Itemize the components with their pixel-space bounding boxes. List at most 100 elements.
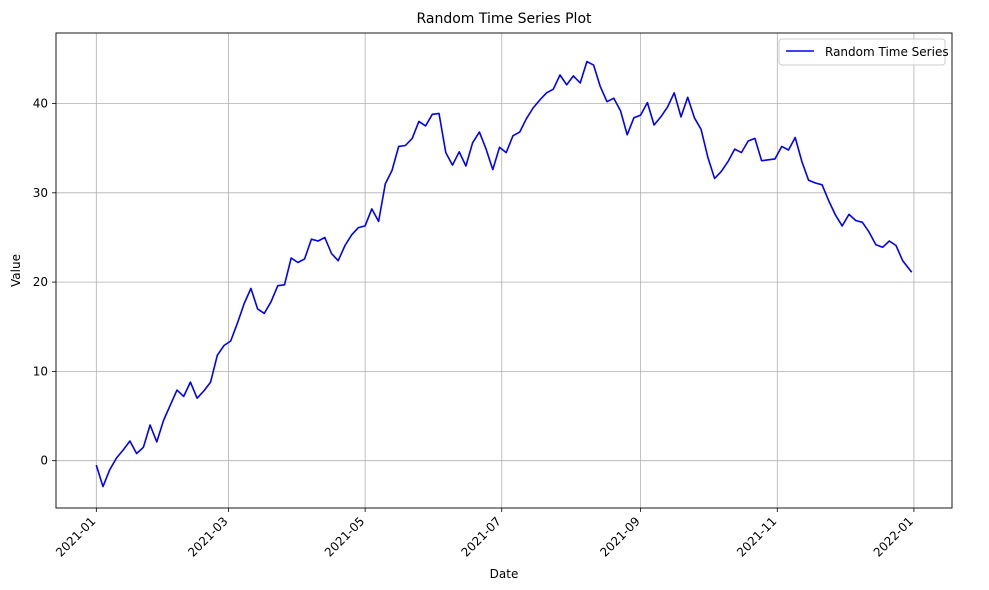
data-point <box>519 131 521 133</box>
data-point <box>660 116 662 118</box>
data-point <box>264 313 266 315</box>
data-point <box>694 117 696 119</box>
data-point <box>593 64 595 66</box>
data-point <box>364 225 366 227</box>
data-point <box>774 158 776 160</box>
data-point <box>875 244 877 246</box>
data-point <box>633 117 635 119</box>
y-tick-label: 10 <box>33 364 48 378</box>
data-point <box>895 245 897 247</box>
y-tick-label: 40 <box>33 97 48 111</box>
data-point <box>149 424 151 426</box>
data-point <box>156 441 158 443</box>
data-point <box>902 260 904 262</box>
data-point <box>821 184 823 186</box>
legend-box <box>778 38 946 66</box>
data-point <box>526 118 528 120</box>
data-point <box>136 453 138 455</box>
data-point <box>539 99 541 101</box>
data-point <box>277 285 279 287</box>
data-point <box>223 345 225 347</box>
plot-frame <box>55 32 953 509</box>
data-point <box>835 214 837 216</box>
data-point <box>714 178 716 180</box>
y-tick-label: 20 <box>33 275 48 289</box>
data-point <box>781 146 783 148</box>
data-point <box>290 257 292 259</box>
data-point <box>331 253 333 255</box>
y-axis: 0 10 20 30 40 <box>33 97 56 468</box>
data-point <box>230 340 232 342</box>
y-axis-label: Value <box>9 254 23 287</box>
data-point <box>566 84 568 86</box>
data-point <box>911 272 913 274</box>
data-point <box>143 447 145 449</box>
data-point <box>512 135 514 137</box>
data-point <box>734 148 736 150</box>
data-point <box>176 389 178 391</box>
data-point <box>129 440 131 442</box>
data-point <box>297 262 299 264</box>
data-point <box>586 61 588 63</box>
data-point <box>217 355 219 357</box>
legend-entry-label: Random Time Series <box>825 45 949 59</box>
data-point <box>371 208 373 210</box>
data-point <box>808 180 810 182</box>
data-point <box>472 142 474 144</box>
data-point <box>203 390 205 392</box>
data-point <box>673 92 675 94</box>
data-point <box>458 151 460 153</box>
data-point <box>485 148 487 150</box>
data-point <box>425 125 427 127</box>
data-point <box>317 240 319 242</box>
data-point <box>841 225 843 227</box>
data-point <box>196 397 198 399</box>
data-point <box>754 138 756 140</box>
data-point <box>882 247 884 249</box>
data-point <box>243 303 245 305</box>
data-point <box>452 164 454 166</box>
y-tick-label: 0 <box>40 454 48 468</box>
data-point <box>579 82 581 84</box>
data-point <box>391 170 393 172</box>
data-point <box>855 220 857 222</box>
data-point <box>626 134 628 136</box>
data-point <box>640 114 642 116</box>
data-point <box>479 131 481 133</box>
data-point <box>721 171 723 173</box>
data-point <box>311 238 313 240</box>
data-point <box>102 486 104 488</box>
data-point <box>96 464 98 466</box>
data-point <box>687 97 689 99</box>
data-point <box>794 137 796 139</box>
data-point <box>727 161 729 163</box>
data-point <box>747 140 749 142</box>
data-point <box>499 147 501 149</box>
data-point <box>553 88 555 90</box>
data-point <box>432 114 434 116</box>
data-point <box>358 227 360 229</box>
legend: Random Time Series <box>778 38 949 66</box>
data-point <box>385 183 387 185</box>
data-point <box>109 469 111 471</box>
data-point <box>304 258 306 260</box>
data-point <box>600 86 602 88</box>
data-point <box>378 221 380 223</box>
data-point <box>606 101 608 103</box>
data-point <box>492 169 494 171</box>
data-point <box>761 160 763 162</box>
data-point <box>620 110 622 112</box>
data-point <box>237 322 239 324</box>
data-point <box>324 237 326 239</box>
data-point <box>284 284 286 286</box>
chart-title: Random Time Series Plot <box>416 11 592 27</box>
data-point <box>257 308 259 310</box>
data-point <box>418 121 420 123</box>
data-point <box>532 107 534 109</box>
data-point <box>116 457 118 459</box>
grid <box>56 33 952 508</box>
data-point <box>801 161 803 163</box>
data-point <box>190 381 192 383</box>
